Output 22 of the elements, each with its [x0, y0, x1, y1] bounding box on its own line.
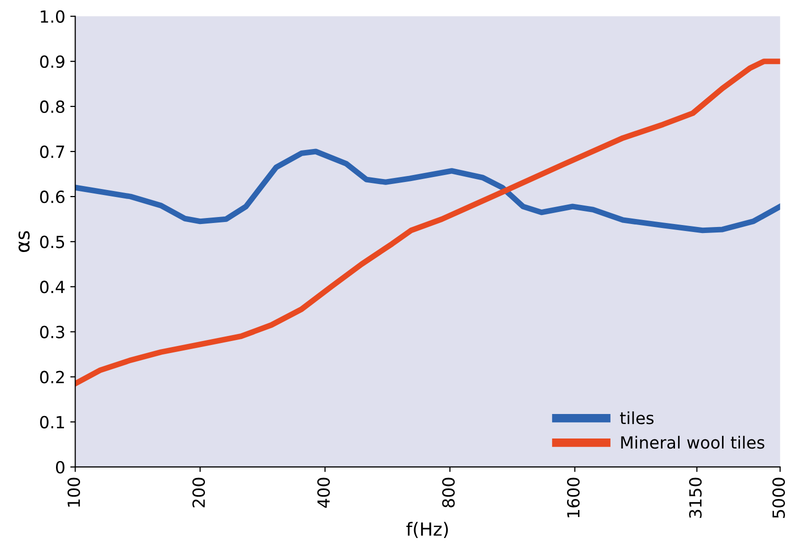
- x-tick-label: 100: [67, 478, 80, 507]
- legend-label: Mineral wool tiles: [621, 436, 764, 449]
- y-tick-label: 0.7: [40, 145, 64, 158]
- y-tick-label: 0.6: [40, 190, 64, 204]
- y-tick-label: 0.1: [40, 416, 64, 428]
- y-tick-label: 1.0: [40, 10, 64, 23]
- x-tick-label: 5000: [772, 478, 785, 518]
- y-tick-label: 0.9: [40, 55, 64, 68]
- x-tick-label: 200: [192, 478, 205, 508]
- y-tick-label: 0.4: [40, 280, 65, 294]
- x-tick-label: 1600: [567, 478, 580, 518]
- y-tick-label: 0.8: [40, 100, 64, 113]
- y-tick-label: 0: [56, 460, 64, 474]
- x-tick-label: 800: [442, 478, 455, 508]
- y-tick-label: 0.2: [40, 370, 64, 384]
- y-axis-title: αs: [18, 231, 30, 252]
- x-tick-label: 400: [317, 478, 330, 508]
- x-axis-title: f(Hz): [406, 522, 448, 538]
- y-tick-label: 0.5: [40, 236, 64, 248]
- legend-label: tiles: [620, 411, 654, 424]
- x-tick-label: 3150: [689, 478, 702, 518]
- y-tick-label: 0.3: [40, 326, 64, 338]
